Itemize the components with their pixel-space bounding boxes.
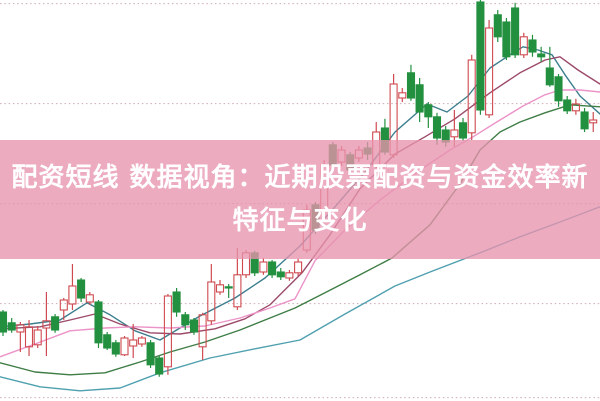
banner-title-line2: 特征与变化 (232, 205, 368, 236)
title-banner: 配资短线 数据视角：近期股票配资与资金效率新 特征与变化 (0, 140, 600, 259)
banner-title-line1: 配资短线 数据视角：近期股票配资与资金效率新 (11, 162, 589, 193)
